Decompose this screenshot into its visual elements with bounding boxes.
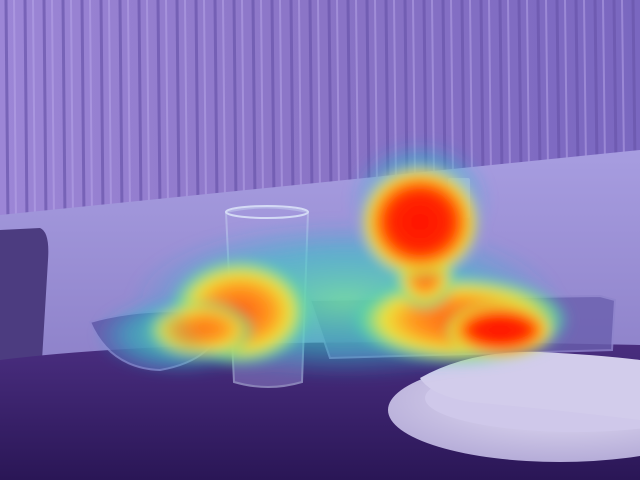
blind-slat-highlight xyxy=(526,0,530,174)
blind-slat-edge xyxy=(498,0,504,176)
blind-slat-edge xyxy=(593,0,599,166)
blind-slat-edge xyxy=(251,0,257,200)
blind-slat-edge xyxy=(137,0,143,212)
blind-slat-highlight xyxy=(279,0,283,198)
blind-slat-highlight xyxy=(260,0,264,200)
blind-slat-highlight xyxy=(89,0,93,217)
blind-slat-edge xyxy=(118,0,124,214)
blind-slat-edge xyxy=(612,0,618,164)
blind-slat-highlight xyxy=(51,0,55,221)
blind-slat-edge xyxy=(327,0,333,193)
blind-slat-edge xyxy=(631,0,637,162)
blind-slat-highlight xyxy=(488,0,492,177)
blind-slat-highlight xyxy=(564,0,568,170)
blind-slat-edge xyxy=(175,0,181,208)
blind-slat-highlight xyxy=(583,0,587,168)
blind-slat-highlight xyxy=(127,0,131,214)
blind-slat-highlight xyxy=(203,0,207,206)
blind-slat-edge xyxy=(460,0,466,179)
blind-slat-highlight xyxy=(241,0,245,202)
blind-slat-edge xyxy=(517,0,523,174)
blind-slat-edge xyxy=(232,0,238,202)
blind-slat-edge xyxy=(99,0,105,215)
blind-slat-edge xyxy=(555,0,561,170)
blind-slat-highlight xyxy=(298,0,302,196)
blind-slat-edge xyxy=(4,0,10,225)
blind-slat-highlight xyxy=(602,0,606,166)
blind-slat-edge xyxy=(308,0,314,195)
blind-slat-highlight xyxy=(222,0,226,204)
blind-slat-edge xyxy=(479,0,485,177)
blind-slat-highlight xyxy=(165,0,169,210)
blind-slat-highlight xyxy=(469,0,473,179)
blind-slat-edge xyxy=(61,0,67,219)
blind-slat-highlight xyxy=(621,0,625,164)
blind-slat-edge xyxy=(536,0,542,172)
blind-slat-edge xyxy=(270,0,276,198)
blind-slat-highlight xyxy=(146,0,150,212)
blind-slat-highlight xyxy=(13,0,17,225)
blind-slat-edge xyxy=(365,0,371,189)
blind-slat-highlight xyxy=(336,0,340,193)
blind-slat-edge xyxy=(42,0,48,221)
blind-slat-highlight xyxy=(507,0,511,176)
blind-slat-highlight xyxy=(70,0,74,219)
blind-slat-highlight xyxy=(184,0,188,208)
blind-slat-edge xyxy=(213,0,219,204)
blind-slat-highlight xyxy=(32,0,36,223)
chair-back xyxy=(0,228,49,365)
blind-slat-edge xyxy=(574,0,580,168)
blind-slat-highlight xyxy=(108,0,112,215)
blind-slat-highlight xyxy=(355,0,359,191)
blind-slat-edge xyxy=(289,0,295,196)
blind-slat-edge xyxy=(80,0,86,217)
blind-slat-edge xyxy=(194,0,200,206)
heatmap-overlay xyxy=(95,140,570,380)
blind-slat-edge xyxy=(346,0,352,191)
blind-slat-edge xyxy=(23,0,29,223)
blind-slat-edge xyxy=(156,0,162,210)
napkin xyxy=(420,351,640,420)
blind-slat-highlight xyxy=(317,0,321,195)
blind-slat-highlight xyxy=(545,0,549,172)
